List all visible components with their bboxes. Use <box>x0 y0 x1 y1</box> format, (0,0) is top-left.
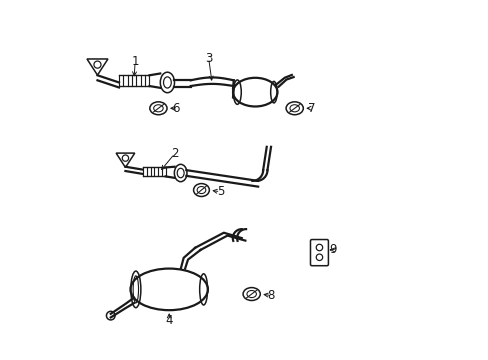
Text: 4: 4 <box>165 314 173 327</box>
Text: 3: 3 <box>204 51 212 64</box>
Text: 8: 8 <box>267 289 275 302</box>
Text: 1: 1 <box>131 55 139 68</box>
Text: 7: 7 <box>307 102 315 115</box>
Text: 5: 5 <box>216 185 224 198</box>
Text: 6: 6 <box>172 102 180 115</box>
Text: 2: 2 <box>170 147 178 160</box>
Text: 9: 9 <box>329 243 337 256</box>
